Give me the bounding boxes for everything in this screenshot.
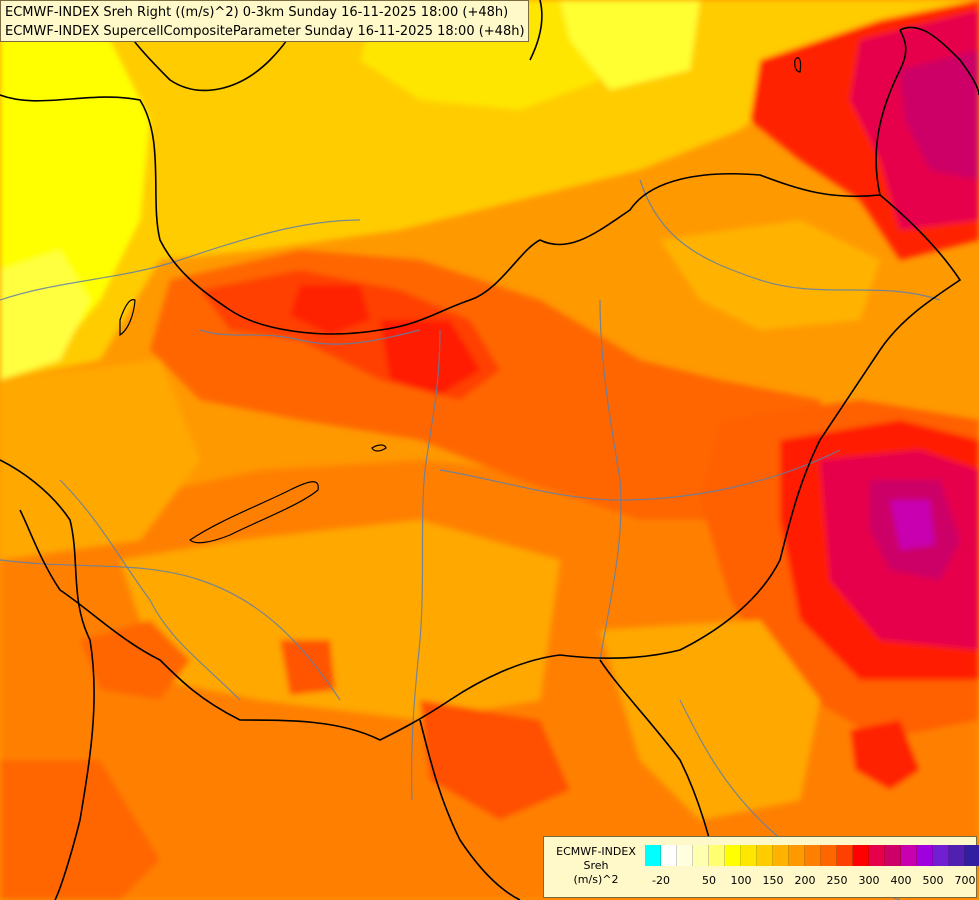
field-yellow-sw [0, 250, 90, 380]
lake-small-2 [794, 57, 802, 73]
legend-swatch [805, 845, 821, 866]
legend-tick-label: 50 [702, 874, 716, 887]
legend-swatch [853, 845, 869, 866]
legend: ECMWF-INDEX Sreh (m/s)^2 -20 50 100 150 200 2… [543, 836, 979, 898]
legend-title-line-1: ECMWF-INDEX [556, 845, 636, 858]
field-orange-s [0, 760, 160, 900]
legend-swatch [885, 845, 901, 866]
legend-color-scale [645, 845, 979, 866]
legend-swatch [917, 845, 933, 866]
legend-swatch [933, 845, 949, 866]
legend-swatch [773, 845, 789, 866]
field-amber-west [0, 360, 200, 560]
title-line-1: ECMWF-INDEX Sreh Right ((m/s)^2) 0-3km S… [5, 5, 509, 20]
legend-swatch [949, 845, 965, 866]
legend-tick-label: 700 [954, 874, 976, 887]
legend-swatch [965, 845, 979, 866]
legend-title: ECMWF-INDEX Sreh (m/s)^2 [550, 845, 642, 887]
field-magenta-ne [900, 50, 979, 180]
field-red-sc [420, 700, 570, 820]
legend-tick-label: 300 [858, 874, 880, 887]
legend-tick-label: 100 [730, 874, 752, 887]
lake-neusiedl [119, 299, 136, 337]
lake-small-1 [371, 444, 387, 452]
legend-swatch [709, 845, 725, 866]
legend-tick-label: 250 [826, 874, 848, 887]
legend-tick-label: 400 [890, 874, 912, 887]
legend-tick-label: 500 [922, 874, 944, 887]
legend-swatch [901, 845, 917, 866]
legend-swatch [661, 845, 677, 866]
legend-swatch [789, 845, 805, 866]
legend-swatch [757, 845, 773, 866]
legend-tick-label: 200 [794, 874, 816, 887]
title-box: ECMWF-INDEX Sreh Right ((m/s)^2) 0-3km S… [0, 0, 529, 42]
field-light-northeast [560, 0, 700, 90]
field-red-core-2 [290, 285, 370, 335]
legend-title-line-2: Sreh [583, 859, 609, 872]
lakes [119, 57, 802, 544]
field-red-center-south [280, 640, 335, 695]
legend-title-line-3: (m/s)^2 [573, 873, 619, 886]
field-purple-east [890, 500, 935, 550]
legend-swatch [837, 845, 853, 866]
field-red-se [850, 720, 920, 790]
legend-tick-label: -20 [652, 874, 670, 887]
legend-swatch [725, 845, 741, 866]
legend-swatch [741, 845, 757, 866]
legend-swatch [869, 845, 885, 866]
title-line-2: ECMWF-INDEX SupercellCompositeParameter … [5, 24, 525, 39]
legend-tick-labels: -20 50 100 150 200 250 300 400 500 700 [645, 874, 975, 890]
lake-balaton [189, 481, 319, 544]
legend-tick-label: 150 [762, 874, 784, 887]
legend-swatch [645, 845, 661, 866]
field-orange-sw [80, 620, 190, 700]
legend-swatch [677, 845, 693, 866]
field-amber-middle [120, 520, 560, 720]
field-amber-se [600, 620, 820, 820]
field-yellow-north [0, 0, 979, 380]
field-red-core [380, 320, 480, 395]
legend-swatch [693, 845, 709, 866]
field-amber-east [660, 220, 880, 330]
legend-swatch [821, 845, 837, 866]
